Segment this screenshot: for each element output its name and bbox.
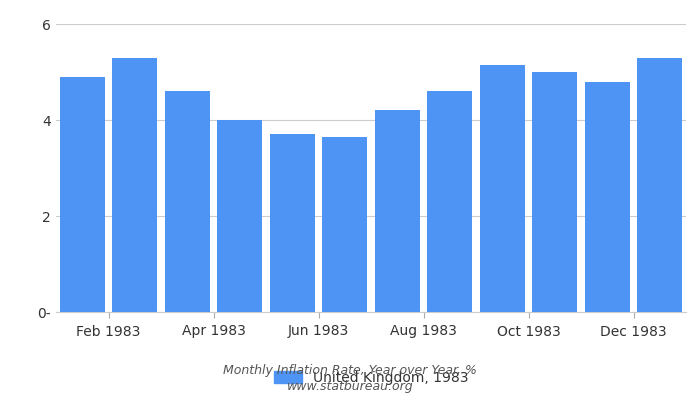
Bar	[533, 72, 577, 312]
Legend: United Kingdom, 1983: United Kingdom, 1983	[268, 365, 474, 390]
Bar	[480, 65, 524, 312]
Bar	[428, 91, 472, 312]
Bar	[585, 82, 629, 312]
Bar	[638, 58, 682, 312]
Bar	[165, 91, 209, 312]
Bar	[270, 134, 314, 312]
Bar	[375, 110, 419, 312]
Bar	[323, 137, 367, 312]
Text: www.statbureau.org: www.statbureau.org	[287, 380, 413, 393]
Text: Monthly Inflation Rate, Year over Year, %: Monthly Inflation Rate, Year over Year, …	[223, 364, 477, 377]
Bar	[113, 58, 157, 312]
Bar	[218, 120, 262, 312]
Bar	[60, 77, 104, 312]
